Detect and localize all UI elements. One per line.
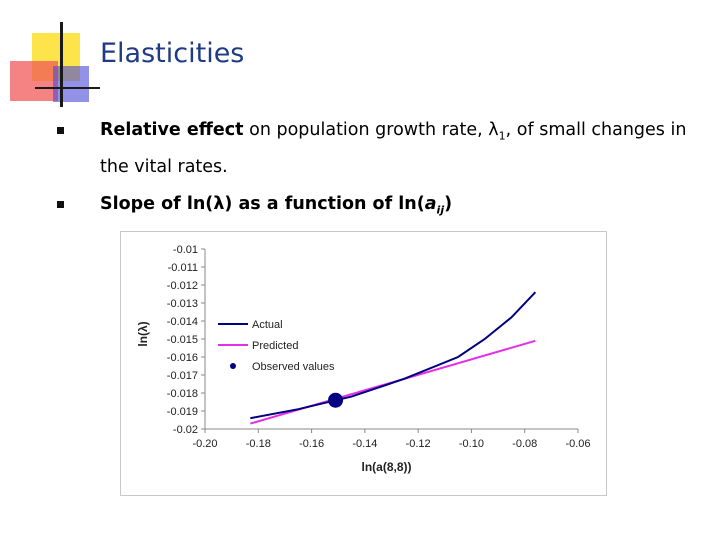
bullet-item-relative-effect: Relative effect on population growth rat… — [57, 115, 700, 182]
lambda-symbol: λ — [213, 194, 225, 214]
bullet-square-icon — [57, 201, 64, 208]
legend-predicted-label: Predicted — [252, 340, 298, 352]
slide-title: Elasticities — [100, 38, 245, 69]
legend-actual-label: Actual — [252, 319, 283, 331]
bullet-text: , of small changes in the vital rates. — [100, 120, 687, 177]
lambda-symbol: λ — [488, 120, 499, 140]
italic-a: a — [424, 194, 437, 214]
y-tick-label: -0.013 — [167, 298, 198, 310]
y-tick-label: -0.016 — [167, 352, 198, 364]
decor-vertical-line — [60, 22, 63, 107]
bullet-square-icon — [57, 127, 64, 134]
subscript: ij — [436, 203, 445, 217]
y-tick-label: -0.01 — [173, 244, 198, 256]
decor-horizontal-line — [35, 87, 100, 89]
actual-series-line — [250, 291, 537, 420]
x-tick-label: -0.08 — [512, 438, 537, 450]
y-tick-label: -0.011 — [168, 262, 198, 274]
y-tick-label: -0.02 — [173, 424, 198, 436]
bullet-text: on population growth rate, — [243, 120, 489, 140]
chart-svg: -0.01 -0.011 -0.012 -0.013 -0.014 -0.015 -0.01… — [136, 244, 591, 474]
x-tick-label: -0.10 — [459, 438, 484, 450]
decor-blue-square — [53, 66, 89, 102]
y-tick-label: -0.018 — [167, 388, 198, 400]
bullet-text: ) — [444, 194, 453, 214]
bullet-item-slope: Slope of ln(λ) as a function of ln(aij) — [57, 189, 700, 226]
y-tick-label: -0.014 — [167, 316, 198, 328]
x-axis-label: ln(a(8,8)) — [361, 460, 411, 474]
x-tick-label: -0.12 — [406, 438, 431, 450]
decor-pink-square — [10, 61, 58, 101]
subscript: 1 — [498, 129, 506, 143]
x-tick-label: -0.16 — [299, 438, 324, 450]
legend-observed-swatch — [230, 363, 236, 369]
chart-frame: -0.01 -0.011 -0.012 -0.013 -0.014 -0.015 -0.01… — [120, 231, 607, 496]
y-tick-label: -0.015 — [167, 334, 198, 346]
observed-value-point — [328, 392, 344, 408]
bullet-bold-text: Relative effect — [100, 120, 244, 140]
x-tick-label: -0.06 — [565, 438, 590, 450]
bullet-text: Slope of ln( — [100, 194, 214, 214]
bullet-text: ) as a function of ln( — [224, 194, 425, 214]
y-tick-label: -0.019 — [167, 406, 198, 418]
y-tick-label: -0.017 — [167, 370, 198, 382]
legend-observed-label: Observed values — [252, 361, 335, 373]
y-axis-label: ln(λ) — [136, 321, 150, 346]
x-tick-label: -0.18 — [246, 438, 271, 450]
y-tick-label: -0.012 — [167, 280, 198, 292]
x-tick-label: -0.14 — [352, 438, 377, 450]
x-tick-label: -0.20 — [192, 438, 217, 450]
